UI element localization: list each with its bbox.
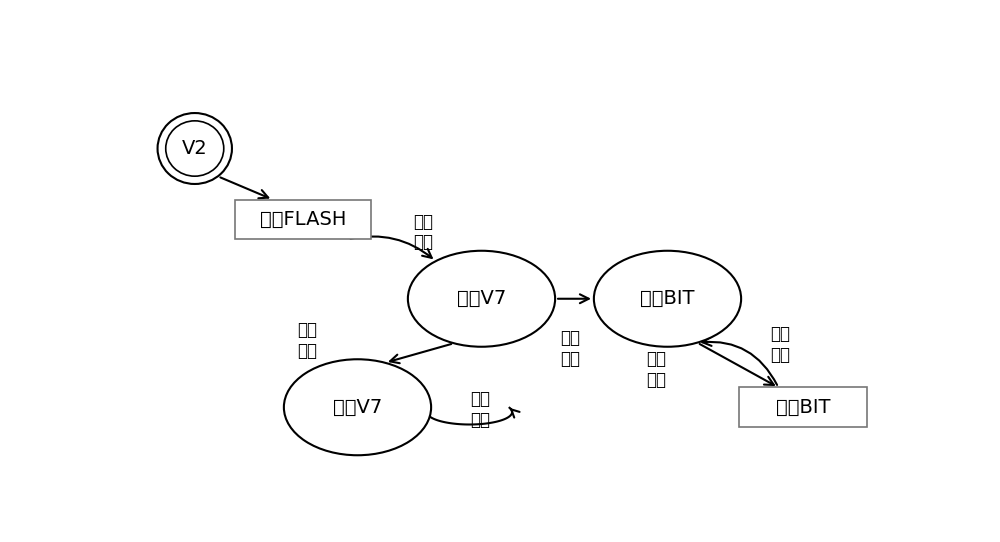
- Ellipse shape: [158, 113, 232, 184]
- Text: 读取
成功: 读取 成功: [413, 212, 433, 251]
- Ellipse shape: [594, 251, 741, 347]
- Text: 配置
成功: 配置 成功: [561, 330, 581, 368]
- FancyBboxPatch shape: [235, 199, 371, 239]
- Text: 读取
完成: 读取 完成: [770, 325, 790, 364]
- FancyBboxPatch shape: [739, 388, 867, 427]
- Text: V2: V2: [182, 139, 208, 158]
- Ellipse shape: [284, 359, 431, 455]
- Text: 发送
完成: 发送 完成: [646, 350, 666, 389]
- Text: 读取FLASH: 读取FLASH: [260, 210, 346, 229]
- Text: 配置
成功: 配置 成功: [297, 321, 317, 360]
- Text: 配置V7: 配置V7: [457, 289, 506, 308]
- Text: 刷新
成功: 刷新 成功: [470, 390, 490, 429]
- Text: 发送BIT: 发送BIT: [776, 398, 830, 417]
- Ellipse shape: [408, 251, 555, 347]
- Text: 读取BIT: 读取BIT: [640, 289, 695, 308]
- Text: 刷新V7: 刷新V7: [333, 398, 382, 417]
